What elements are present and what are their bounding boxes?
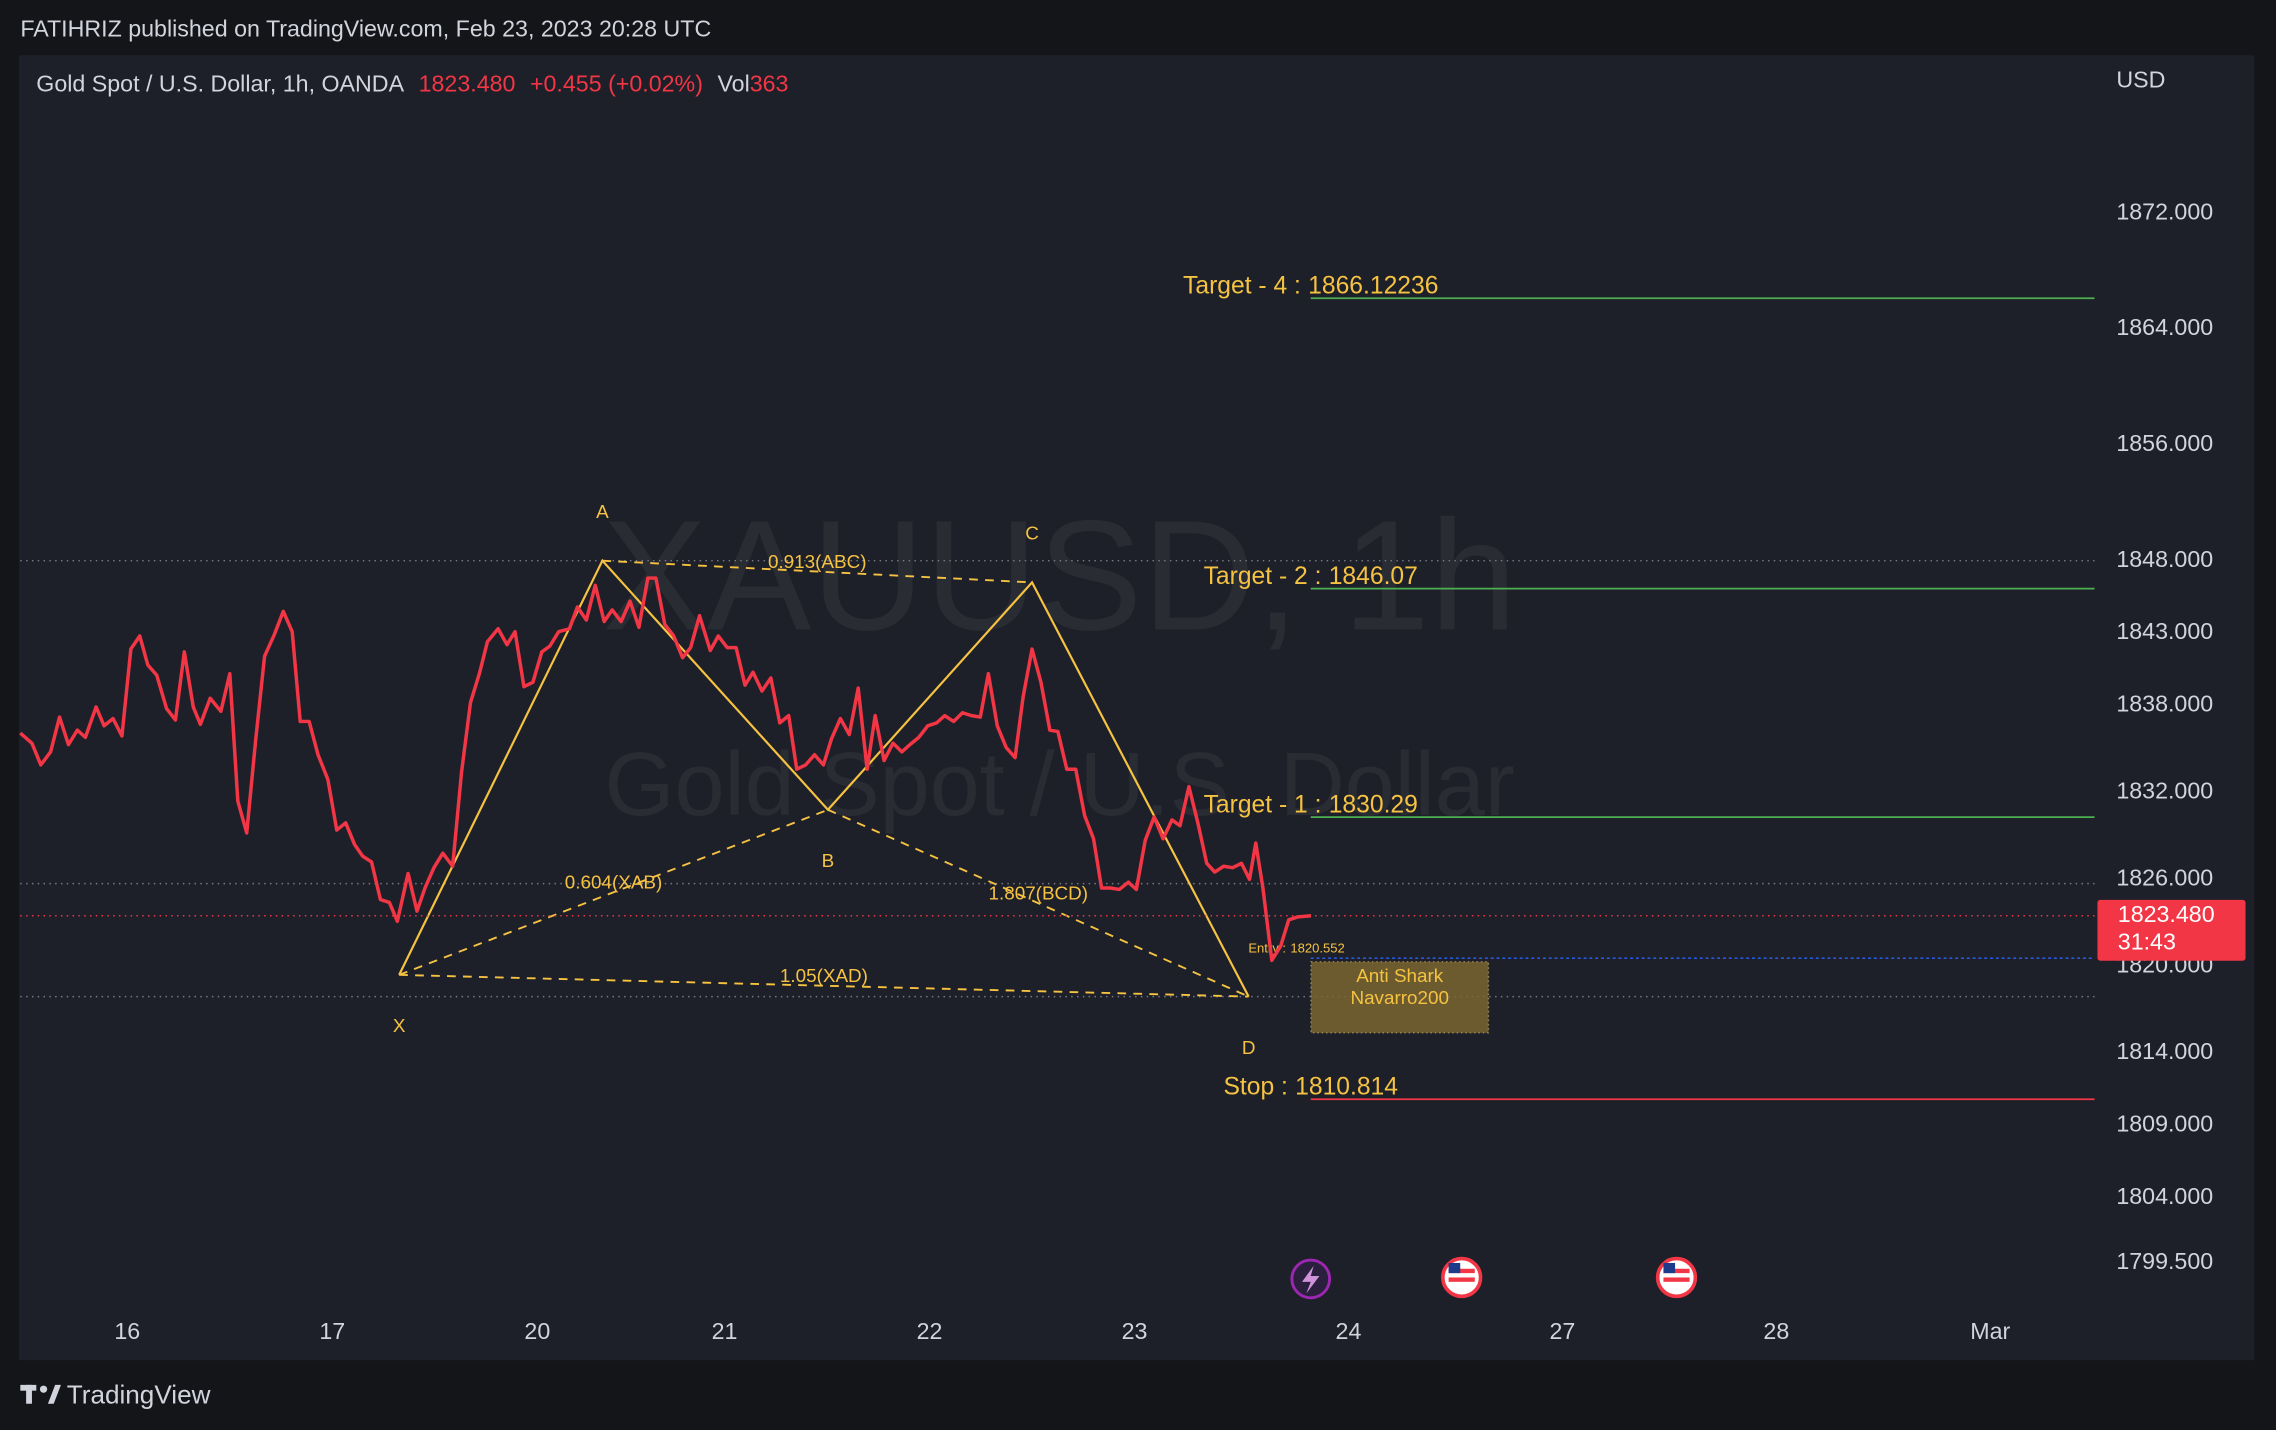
level-label: Target - 4 : 1866.12236 — [1183, 272, 1438, 299]
y-tick-label: 1809.000 — [2116, 1111, 2213, 1137]
legend-price: 1823.480 — [419, 71, 516, 97]
ratio-line — [398, 808, 829, 976]
zone-text: Navarro200 — [1350, 987, 1449, 1008]
legend: Gold Spot / U.S. Dollar, 1h, OANDA 1823.4… — [36, 71, 788, 97]
x-tick-label: 27 — [1549, 1318, 1575, 1344]
zone-box — [1310, 961, 1490, 1034]
pattern-legs — [398, 558, 1250, 998]
y-tick-label: 1804.000 — [2116, 1183, 2213, 1209]
x-tick-label: 21 — [712, 1318, 738, 1344]
ratio-label: 1.807(BCD) — [988, 882, 1088, 903]
pattern-point-label: A — [596, 501, 609, 522]
ratio-label: 0.913(ABC) — [768, 551, 867, 572]
footer-brand: TradingView — [67, 1379, 211, 1409]
level-value: 1846.07 — [1329, 563, 1418, 590]
x-tick-label: Mar — [1970, 1318, 2010, 1344]
event-icons — [1290, 1256, 1698, 1300]
level-label: Target - 2 : 1846.07 — [1204, 563, 1418, 590]
y-tick-label: 1832.000 — [2116, 778, 2213, 804]
x-tick-label: 16 — [114, 1318, 140, 1344]
ratio-line — [602, 559, 1033, 584]
zone-text: Anti Shark — [1356, 965, 1444, 986]
last-price-badge-value: 1823.480 — [2118, 901, 2215, 927]
watermark-name: Gold Spot / U.S. Dollar — [605, 735, 1515, 835]
tradingview-logo — [20, 1384, 61, 1404]
level-name: Target - 2 : — [1204, 563, 1322, 590]
y-tick-label: 1872.000 — [2116, 198, 2213, 224]
y-tick-label: 1814.000 — [2116, 1038, 2213, 1064]
level-label: Target - 1 : 1830.29 — [1204, 791, 1418, 818]
y-tick-label: 1848.000 — [2116, 546, 2213, 572]
last-price-badge — [2097, 899, 2246, 961]
level-name: Stop : — [1223, 1073, 1287, 1100]
y-tick-label: 1826.000 — [2116, 864, 2213, 890]
ratio-line — [399, 973, 1249, 998]
y-tick-label: 1864.000 — [2116, 314, 2213, 340]
entry-value: 1820.552 — [1290, 941, 1344, 956]
legend-volume: 363 — [750, 71, 789, 97]
legend-volume-label: Vol — [717, 71, 749, 97]
legend-title: Gold Spot / U.S. Dollar, 1h, OANDA — [36, 71, 404, 97]
ratio-label: 0.604(XAB) — [565, 872, 663, 893]
y-tick-label: 1799.500 — [2116, 1248, 2213, 1274]
y-tick-label: 1856.000 — [2116, 430, 2213, 456]
x-tick-label: 24 — [1336, 1318, 1362, 1344]
chart-area — [18, 55, 2255, 1361]
y-tick-label: 1838.000 — [2116, 691, 2213, 717]
level-value: 1830.29 — [1329, 791, 1418, 818]
level-value: 1810.814 — [1295, 1073, 1398, 1100]
legend-change: +0.455 (+0.02%) — [530, 71, 703, 97]
level-name: Target - 4 : — [1183, 272, 1301, 299]
publisher-header: FATIHRIZ published on TradingView.com, F… — [20, 16, 711, 42]
pattern-point-label: X — [393, 1015, 406, 1036]
x-tick-label: 28 — [1763, 1318, 1789, 1344]
x-tick-label: 17 — [319, 1318, 345, 1344]
pattern-point-label: B — [822, 850, 835, 871]
x-tick-label: 22 — [917, 1318, 943, 1344]
level-label: Stop : 1810.814 — [1223, 1073, 1398, 1100]
ratio-line — [827, 808, 1250, 998]
currency-label: USD — [2116, 67, 2165, 93]
x-tick-label: 20 — [524, 1318, 550, 1344]
ratio-label: 1.05(XAD) — [780, 965, 868, 986]
pattern-point-label: C — [1025, 522, 1039, 543]
entry-label: Entry :1820.552 — [1248, 941, 1344, 956]
pattern-point-label: D — [1242, 1037, 1256, 1058]
price-line — [19, 576, 1312, 963]
level-name: Target - 1 : — [1204, 791, 1322, 818]
countdown: 31:43 — [2118, 929, 2176, 955]
level-value: 1866.12236 — [1308, 272, 1438, 299]
y-tick-label: 1843.000 — [2116, 618, 2213, 644]
x-tick-label: 23 — [1122, 1318, 1148, 1344]
